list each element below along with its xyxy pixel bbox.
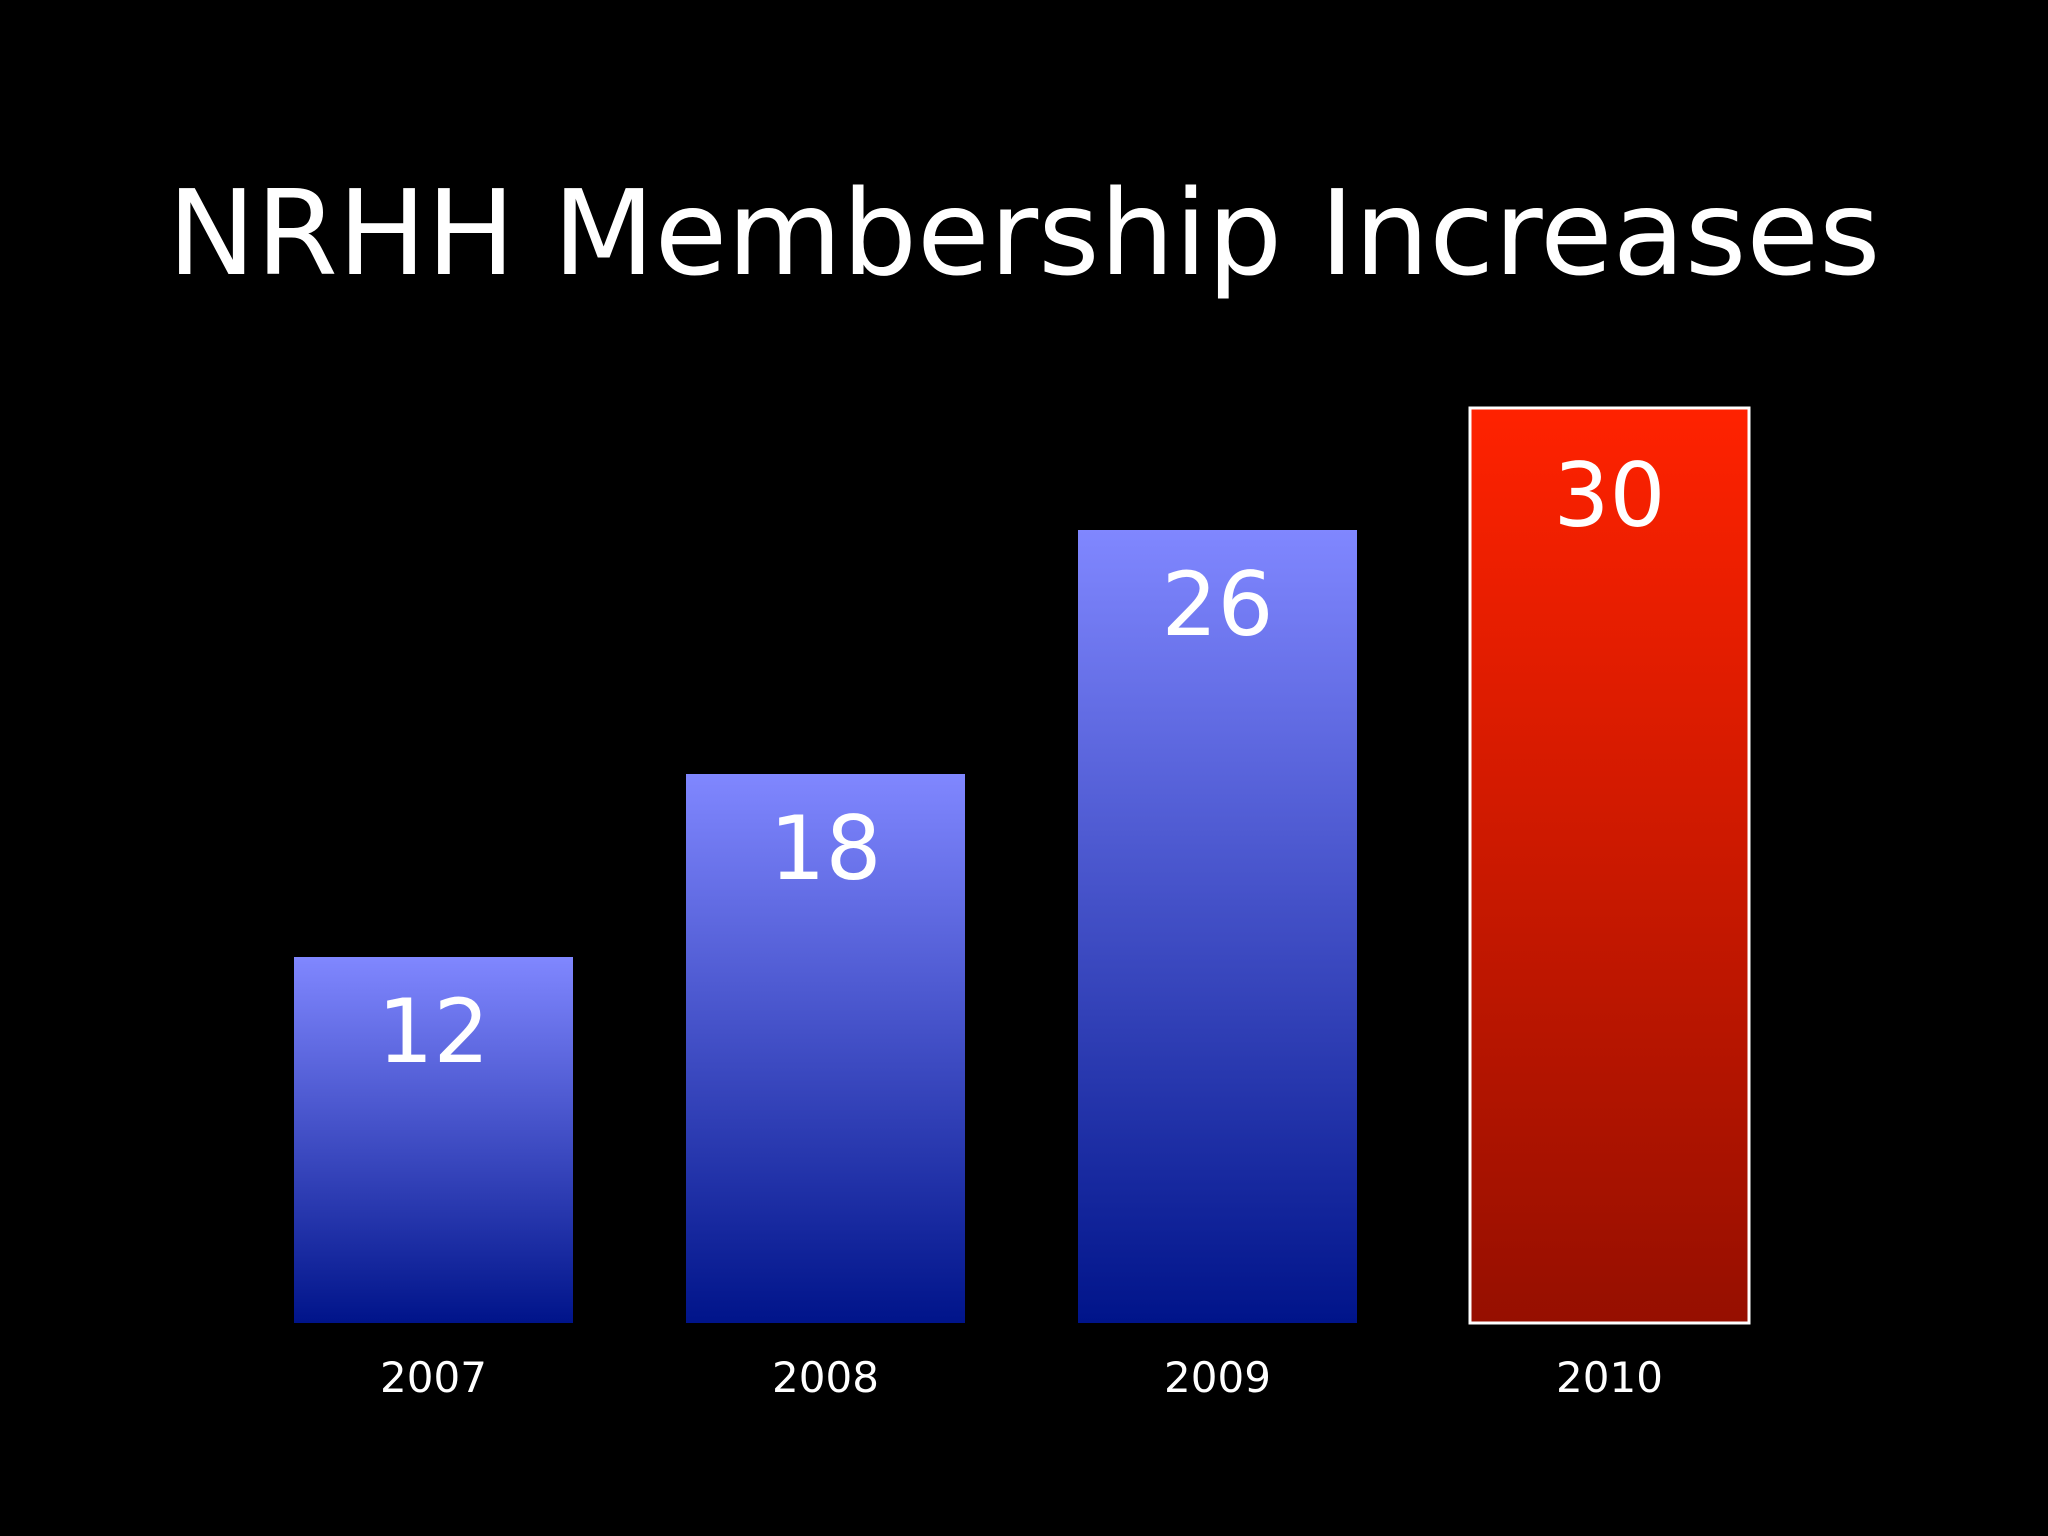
value-label-2007: 12 <box>378 980 490 1083</box>
category-labels-layer: 2007 2008 2009 2010 <box>380 1353 1663 1402</box>
value-label-2009: 26 <box>1162 553 1274 656</box>
bars-layer <box>294 406 1751 1325</box>
chart-title: NRHH Membership Increases <box>168 164 1881 302</box>
category-label-2009: 2009 <box>1164 1353 1271 1402</box>
value-label-2010: 30 <box>1554 444 1666 547</box>
category-label-2010: 2010 <box>1556 1353 1663 1402</box>
bar-2008 <box>686 774 965 1323</box>
bar-2009 <box>1078 530 1357 1323</box>
bar-2007 <box>294 957 573 1323</box>
bar-2010 <box>1468 406 1751 1325</box>
value-labels-layer: 12 18 26 30 <box>378 444 1666 1083</box>
value-label-2008: 18 <box>770 797 882 900</box>
category-label-2008: 2008 <box>772 1353 879 1402</box>
category-label-2007: 2007 <box>380 1353 487 1402</box>
